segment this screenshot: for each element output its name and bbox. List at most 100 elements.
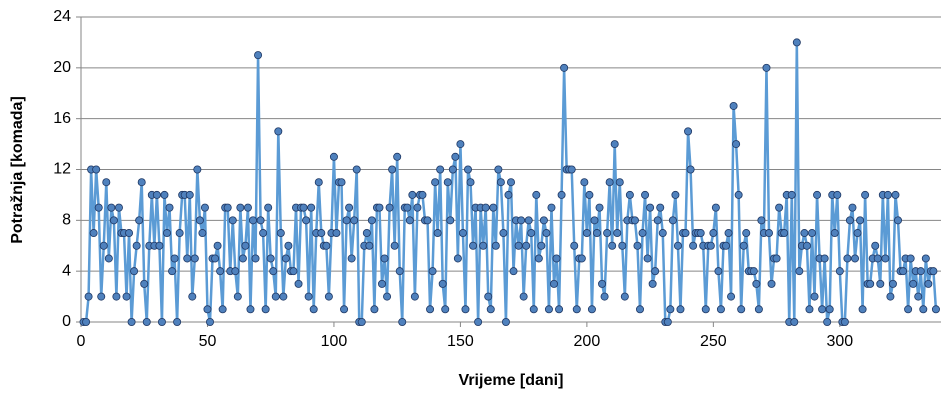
y-tick-label: 20	[53, 59, 71, 76]
data-point	[170, 254, 179, 263]
data-point	[835, 267, 844, 276]
data-point	[236, 203, 245, 212]
data-point	[800, 229, 809, 238]
data-point	[132, 241, 141, 250]
data-point	[739, 241, 748, 250]
data-point	[921, 254, 930, 263]
data-point	[499, 229, 508, 238]
data-point	[112, 292, 121, 301]
data-point	[722, 241, 731, 250]
data-point	[638, 229, 647, 238]
data-point	[241, 241, 250, 250]
data-point	[550, 279, 559, 288]
data-point	[97, 292, 106, 301]
data-point	[398, 317, 407, 326]
data-point	[919, 305, 928, 314]
data-point	[560, 63, 569, 72]
data-point	[317, 229, 326, 238]
data-point	[276, 229, 285, 238]
data-point	[813, 190, 822, 199]
y-tick-label: 0	[62, 313, 71, 330]
data-point	[413, 203, 422, 212]
data-point	[122, 292, 131, 301]
data-point	[284, 241, 293, 250]
data-point	[160, 190, 169, 199]
data-point	[362, 229, 371, 238]
data-point	[423, 216, 432, 225]
data-point	[818, 305, 827, 314]
data-point	[299, 203, 308, 212]
data-point	[375, 203, 384, 212]
data-point	[302, 216, 311, 225]
data-point	[734, 190, 743, 199]
data-point	[183, 254, 192, 263]
data-point	[494, 165, 503, 174]
data-point	[168, 267, 177, 276]
data-point	[157, 317, 166, 326]
data-point	[155, 241, 164, 250]
data-point	[524, 216, 533, 225]
data-point	[916, 267, 925, 276]
data-point	[858, 305, 867, 314]
data-point	[883, 190, 892, 199]
data-point	[426, 305, 435, 314]
data-point	[587, 305, 596, 314]
data-point	[904, 305, 913, 314]
data-point	[329, 152, 338, 161]
data-point	[271, 292, 280, 301]
data-point	[82, 317, 91, 326]
x-tick-label: 0	[77, 333, 86, 350]
data-point	[651, 267, 660, 276]
y-tick-label: 8	[62, 212, 71, 229]
data-point	[519, 292, 528, 301]
data-point	[724, 229, 733, 238]
y-tick-label: 12	[53, 161, 71, 178]
data-point	[709, 229, 718, 238]
data-point	[749, 267, 758, 276]
data-point	[716, 305, 725, 314]
data-point	[332, 229, 341, 238]
data-point	[929, 267, 938, 276]
data-point	[802, 241, 811, 250]
data-point	[790, 317, 799, 326]
data-point	[198, 229, 207, 238]
data-point	[762, 63, 771, 72]
data-point	[808, 229, 817, 238]
data-point	[517, 216, 526, 225]
data-point	[914, 292, 923, 301]
data-point	[431, 178, 440, 187]
x-tick-label: 300	[826, 333, 853, 350]
data-point	[233, 292, 242, 301]
data-point	[185, 190, 194, 199]
data-point	[357, 317, 366, 326]
data-point	[289, 267, 298, 276]
data-point	[641, 190, 650, 199]
data-point	[433, 229, 442, 238]
data-point	[458, 229, 467, 238]
data-point	[491, 241, 500, 250]
data-point	[871, 241, 880, 250]
data-point	[99, 241, 108, 250]
data-point	[408, 190, 417, 199]
data-point	[238, 254, 247, 263]
data-point	[259, 229, 268, 238]
data-point	[142, 317, 151, 326]
data-point	[600, 292, 609, 301]
data-point	[547, 203, 556, 212]
data-point	[810, 292, 819, 301]
data-point	[203, 305, 212, 314]
data-point	[231, 267, 240, 276]
data-point	[714, 267, 723, 276]
data-point	[251, 254, 260, 263]
data-point	[532, 190, 541, 199]
data-point	[461, 305, 470, 314]
data-point	[706, 241, 715, 250]
data-point	[732, 140, 741, 149]
data-point	[666, 305, 675, 314]
data-point	[266, 254, 275, 263]
data-point	[866, 279, 875, 288]
data-point	[125, 229, 134, 238]
data-point	[899, 267, 908, 276]
x-tick-label: 150	[447, 333, 474, 350]
data-point	[504, 190, 513, 199]
